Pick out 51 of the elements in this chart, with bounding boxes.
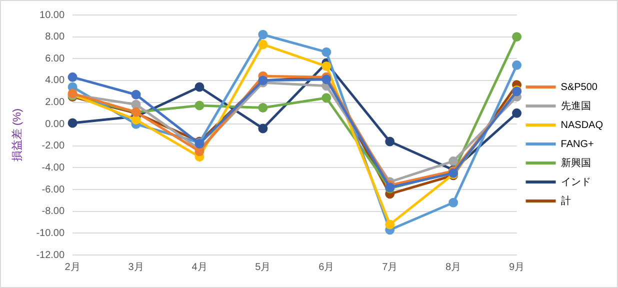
y-tick-label: 6.00 xyxy=(45,53,65,64)
point xyxy=(448,198,458,208)
point xyxy=(385,136,395,146)
point xyxy=(322,47,332,57)
x-tick-label: 5月 xyxy=(255,262,271,273)
point xyxy=(68,118,78,128)
y-tick-label: 4.00 xyxy=(45,75,65,86)
legend-label: S&P500 xyxy=(560,82,598,93)
legend-label: FANG+ xyxy=(560,138,594,150)
point xyxy=(194,146,204,156)
y-tick-label: -2.00 xyxy=(42,140,65,152)
legend-label: 先進国 xyxy=(560,100,591,112)
point xyxy=(512,32,522,42)
x-tick-label: 6月 xyxy=(318,262,334,273)
point xyxy=(448,156,458,166)
point xyxy=(194,100,204,110)
point xyxy=(322,93,332,103)
y-tick-label: -4.00 xyxy=(42,162,65,174)
point xyxy=(131,100,141,110)
point xyxy=(322,74,332,84)
point xyxy=(258,40,268,50)
legend-label: 新興国 xyxy=(560,156,591,169)
x-tick-label: 3月 xyxy=(128,262,144,273)
y-axis-title: 損益差 (%) xyxy=(12,108,24,162)
y-tick-label: -8.00 xyxy=(42,206,65,218)
point xyxy=(258,102,268,112)
point xyxy=(131,90,141,100)
point xyxy=(194,82,204,92)
x-tick-label: 2月 xyxy=(64,262,80,273)
point xyxy=(512,60,522,70)
point xyxy=(258,30,268,40)
x-tick-label: 8月 xyxy=(446,262,462,273)
y-tick-label: -12.00 xyxy=(36,250,65,261)
point xyxy=(258,124,268,134)
y-tick-label: 10.00 xyxy=(40,10,65,21)
y-tick-label: 8.00 xyxy=(45,32,65,43)
x-tick-label: 9月 xyxy=(508,262,525,273)
point xyxy=(131,114,141,124)
legend-label: NASDAQ xyxy=(560,120,604,131)
y-tick-label: -6.00 xyxy=(42,184,65,196)
point xyxy=(322,62,332,72)
x-tick-label: 4月 xyxy=(192,262,208,273)
y-tick-label: -10.00 xyxy=(36,228,65,239)
y-tick-label: 2.00 xyxy=(45,97,65,108)
x-tick-label: 7月 xyxy=(382,262,398,273)
point xyxy=(385,220,395,230)
y-tick-label: 0.00 xyxy=(45,118,65,130)
point xyxy=(68,72,78,82)
point xyxy=(512,108,522,118)
legend-label: インド xyxy=(560,176,591,188)
legend-label: 計 xyxy=(560,194,571,207)
